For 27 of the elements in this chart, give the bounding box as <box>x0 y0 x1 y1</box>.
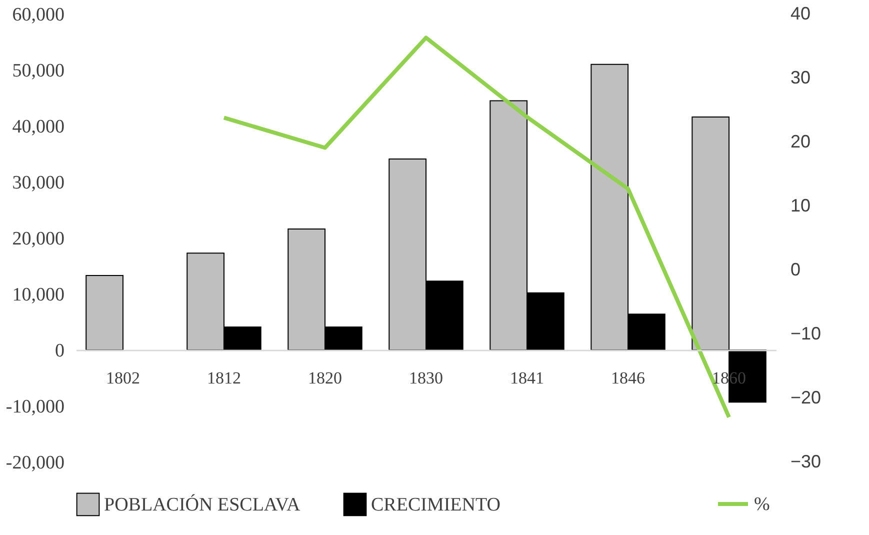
y-tick-label: 20,000 <box>12 228 64 250</box>
x-tick-label: 1830 <box>409 368 443 388</box>
y2-tick-label: 20 <box>790 132 811 152</box>
y2-tick-label: 0 <box>790 260 801 280</box>
y-tick-label: 10,000 <box>12 284 64 306</box>
legend-label: % <box>754 494 770 515</box>
x-tick-label: 1846 <box>611 368 646 388</box>
x-tick-label: 1802 <box>106 368 140 388</box>
y2-tick-label: −10 <box>790 324 822 344</box>
y2-tick-label: 30 <box>790 68 811 88</box>
legend-label: POBLACIÓN ESCLAVA <box>104 493 300 516</box>
legend-label: CRECIMIENTO <box>371 494 500 516</box>
y-tick-label: 60,000 <box>12 4 64 26</box>
y2-tick-label: 10 <box>790 196 811 216</box>
y-tick-label: -10,000 <box>6 396 64 418</box>
y2-tick-label: −30 <box>790 452 822 472</box>
y-tick-label: 40,000 <box>12 116 64 138</box>
x-tick-label: 1812 <box>206 368 241 388</box>
y-tick-label: 30,000 <box>12 172 64 194</box>
x-tick-label: 1841 <box>510 368 544 388</box>
y2-tick-label: 40 <box>790 4 811 24</box>
bar <box>86 275 124 350</box>
y2-tick-label: −20 <box>790 388 822 408</box>
y-tick-label: -20,000 <box>6 452 64 474</box>
y-tick-label: 50,000 <box>12 60 64 82</box>
x-tick-label: 1820 <box>308 368 342 388</box>
y-tick-label: 0 <box>55 340 64 362</box>
